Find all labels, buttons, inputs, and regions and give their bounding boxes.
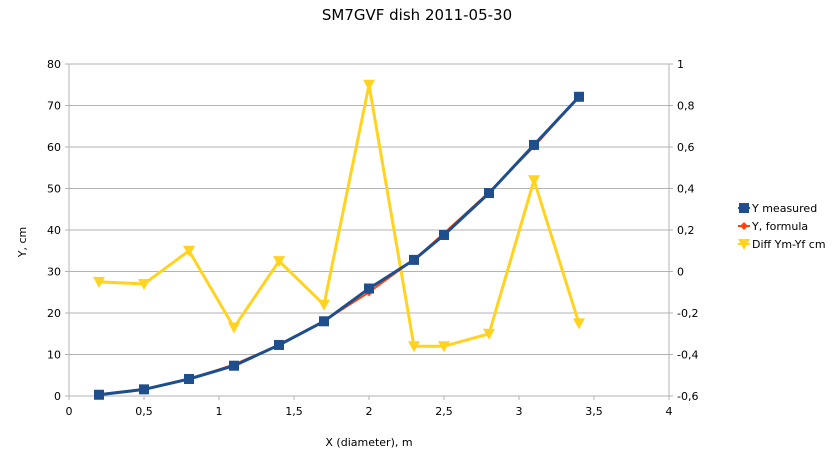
data-point <box>484 188 494 199</box>
data-point <box>574 91 584 102</box>
y2-tick-label: 0,6 <box>677 141 695 154</box>
y-tick-label: 60 <box>47 141 61 154</box>
y-tick-label: 40 <box>47 224 61 237</box>
data-point <box>318 299 330 311</box>
y-axis-label: Y, cm <box>16 227 29 258</box>
y-tick-label: 50 <box>47 183 61 196</box>
data-point <box>139 384 149 395</box>
x-tick-label: 2 <box>366 405 373 418</box>
data-point <box>573 318 585 330</box>
x-tick-label: 4 <box>666 405 673 418</box>
chart-title: SM7GVF dish 2011-05-30 <box>322 6 512 24</box>
y2-tick-label: -0,6 <box>677 390 698 403</box>
y-tick-label: 20 <box>47 307 61 320</box>
data-point <box>183 245 195 257</box>
data-point <box>138 278 150 290</box>
legend-label: Diff Ym-Yf cm <box>752 238 826 251</box>
y2-tick-label: 0,2 <box>677 224 695 237</box>
y-tick-label: 80 <box>47 58 61 71</box>
x-tick-label: 1,5 <box>285 405 303 418</box>
data-point <box>363 79 375 91</box>
data-point <box>93 276 105 288</box>
x-tick-label: 3 <box>516 405 523 418</box>
data-point <box>364 283 374 294</box>
x-tick-label: 2,5 <box>435 405 453 418</box>
y2-tick-label: 0 <box>677 266 684 279</box>
data-point <box>529 139 539 150</box>
series-group <box>94 91 584 400</box>
legend-label: Y measured <box>751 202 817 215</box>
data-point <box>94 389 104 400</box>
x-axis-label: X (diameter), m <box>325 436 412 449</box>
y-tick-label: 30 <box>47 266 61 279</box>
y2-tick-label: 0,8 <box>677 100 695 113</box>
x-tick-label: 1 <box>216 405 223 418</box>
data-point <box>528 175 540 187</box>
legend-marker <box>739 203 749 213</box>
legend-label: Y, formula <box>751 220 808 233</box>
data-point <box>438 341 450 353</box>
legend: Y measured Y, formula Diff Ym-Yf cm <box>738 202 826 251</box>
y2-tick-label: -0,2 <box>677 307 698 320</box>
legend-marker <box>740 222 748 230</box>
data-point <box>229 360 239 371</box>
data-point <box>319 316 329 327</box>
data-point <box>273 256 285 268</box>
series-line <box>98 96 580 396</box>
legend-marker <box>738 239 750 250</box>
y2-tick-label: -0,4 <box>677 349 698 362</box>
data-point <box>408 341 420 353</box>
axes: 01020304050607080-0,6-0,4-0,200,20,40,60… <box>47 58 698 418</box>
x-tick-label: 3,5 <box>585 405 603 418</box>
series <box>93 79 585 400</box>
data-point <box>409 254 419 265</box>
data-point <box>483 328 495 340</box>
data-point <box>228 322 240 334</box>
data-point <box>439 229 449 240</box>
data-point <box>184 373 194 384</box>
y-tick-label: 0 <box>54 390 61 403</box>
series-line <box>98 95 581 397</box>
x-tick-label: 0 <box>66 405 73 418</box>
series-group <box>93 79 585 353</box>
series-line <box>98 83 581 348</box>
y2-tick-label: 1 <box>677 58 684 71</box>
y2-tick-label: 0,4 <box>677 183 695 196</box>
series-group <box>95 92 583 399</box>
y-tick-label: 70 <box>47 100 61 113</box>
grid-lines <box>69 63 669 397</box>
data-point <box>274 339 284 350</box>
y-tick-label: 10 <box>47 349 61 362</box>
x-tick-label: 0,5 <box>135 405 153 418</box>
